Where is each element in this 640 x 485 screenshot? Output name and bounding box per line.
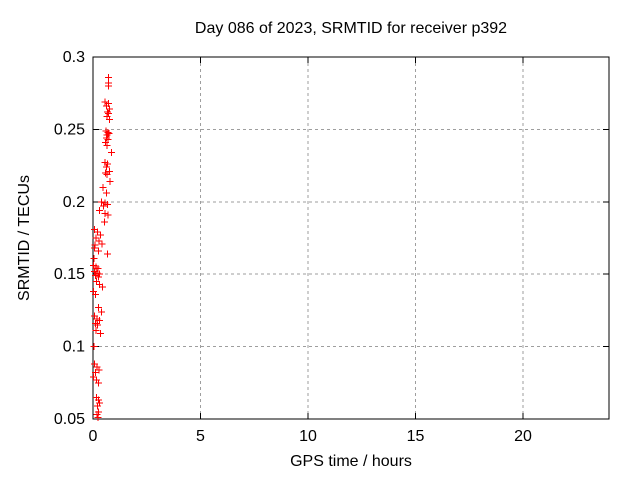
data-point-marker <box>98 198 106 206</box>
y-tick-label: 0.3 <box>63 49 85 66</box>
data-point-marker <box>102 102 110 110</box>
tick-layer <box>92 56 609 420</box>
data-point-marker <box>107 149 115 157</box>
data-point-marker <box>102 189 110 197</box>
data-point-marker <box>103 170 111 178</box>
frame-layer <box>92 56 610 420</box>
data-point-marker <box>98 240 106 248</box>
y-tick-label: 0.25 <box>54 121 85 138</box>
data-point-marker <box>94 402 102 410</box>
data-point-marker <box>106 115 114 123</box>
x-tick-label: 0 <box>89 428 98 445</box>
data-point-marker <box>97 231 105 239</box>
data-point-marker <box>99 283 107 291</box>
x-tick-label: 10 <box>299 428 317 445</box>
data-point-marker <box>91 369 99 377</box>
x-tick-label: 20 <box>514 428 532 445</box>
data-point-marker <box>104 201 112 209</box>
data-point-marker <box>97 330 105 338</box>
data-point-marker <box>104 211 112 219</box>
data-point-marker <box>95 408 103 416</box>
data-point-marker <box>96 206 104 214</box>
data-point-marker <box>91 244 99 252</box>
data-point-marker <box>95 317 103 325</box>
data-point-marker <box>104 250 112 258</box>
data-point-marker <box>103 141 111 149</box>
data-point-marker <box>92 290 100 298</box>
data-point-marker <box>90 343 98 351</box>
data-point-marker <box>96 270 104 278</box>
y-axis-label: SRMTID / TECUs <box>16 175 33 301</box>
data-point-marker <box>91 272 99 280</box>
data-point-marker <box>102 134 110 142</box>
y-tick-label: 0.1 <box>63 339 85 356</box>
data-point-marker <box>94 321 102 329</box>
data-point-marker <box>93 411 101 419</box>
data-point-marker <box>99 183 107 191</box>
data-point-marker <box>103 163 111 171</box>
data-point-marker <box>105 105 113 113</box>
x-tick-label: 5 <box>196 428 205 445</box>
data-point-marker <box>100 202 108 210</box>
chart-title: Day 086 of 2023, SRMTID for receiver p39… <box>195 20 507 37</box>
data-point-marker <box>95 247 103 255</box>
data-point-marker <box>92 277 100 285</box>
y-tick-label: 0.05 <box>54 411 85 428</box>
data-point-marker <box>92 327 100 335</box>
data-point-marker <box>94 414 102 422</box>
data-points <box>90 73 115 422</box>
data-point-marker <box>95 273 103 281</box>
tick-label-layer: 0 5 10 15 20 0.05 0.1 0.15 0.2 0.25 0.3 <box>54 49 532 445</box>
grid-layer <box>93 57 609 419</box>
data-point-marker <box>90 254 98 262</box>
data-point-marker <box>95 304 103 312</box>
data-point-marker <box>104 128 112 136</box>
data-point-marker <box>104 108 112 116</box>
data-point-marker <box>95 379 103 387</box>
data-point-marker <box>101 98 109 106</box>
x-tick-label: 15 <box>407 428 425 445</box>
data-point-marker <box>104 82 112 90</box>
data-point-marker <box>104 109 112 117</box>
data-point-marker <box>104 160 112 168</box>
data-point-marker <box>106 178 114 186</box>
plot-border <box>92 56 610 420</box>
data-point-marker <box>98 308 106 316</box>
data-point-marker <box>101 138 109 146</box>
data-point-marker <box>94 228 102 236</box>
data-point-marker <box>95 396 103 404</box>
data-point-marker <box>101 209 109 217</box>
x-axis-label: GPS time / hours <box>290 453 412 470</box>
data-point-marker <box>101 169 109 177</box>
y-tick-label: 0.2 <box>63 194 85 211</box>
y-tick-label: 0.15 <box>54 266 85 283</box>
data-point-marker <box>95 366 103 374</box>
data-point-marker <box>101 218 109 226</box>
data-point-marker <box>95 280 103 288</box>
data-point-marker <box>95 237 103 245</box>
data-point-marker <box>94 264 102 272</box>
